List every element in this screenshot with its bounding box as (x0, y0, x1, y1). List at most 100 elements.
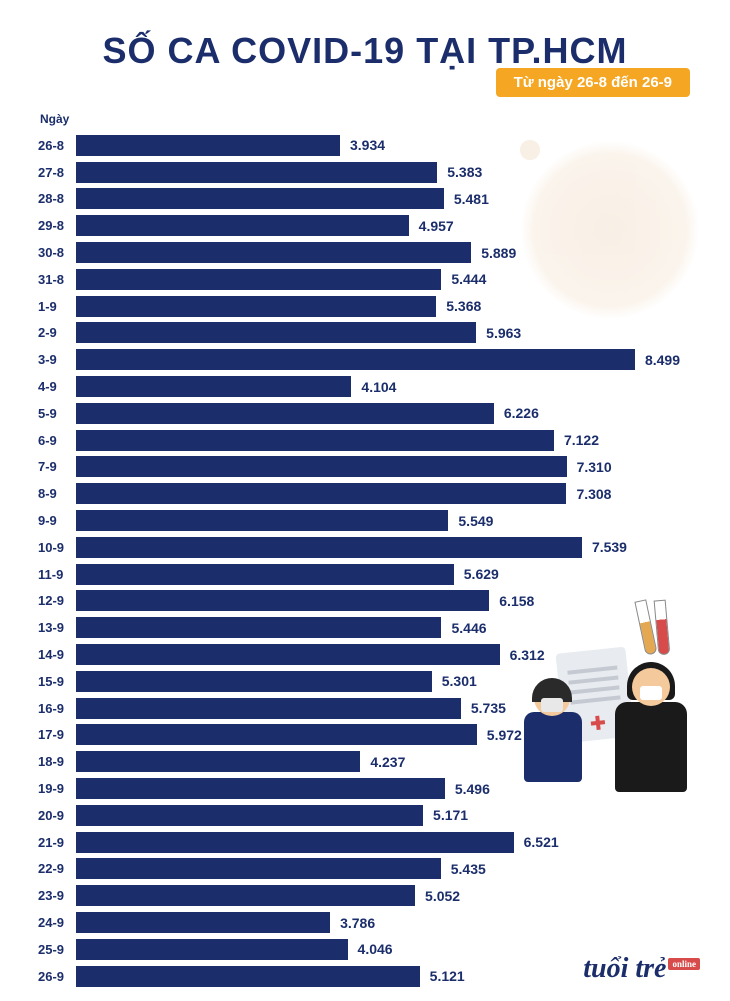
logo-badge: online (668, 958, 700, 970)
bar (76, 966, 420, 987)
bar-row: 1-9 5.368 (38, 293, 680, 320)
bar-row: 3-9 8.499 (38, 346, 680, 373)
date-label: 16-9 (38, 701, 76, 716)
date-label: 24-9 (38, 915, 76, 930)
bar-value: 4.104 (361, 379, 396, 395)
date-label: 19-9 (38, 781, 76, 796)
source-logo: tuổi trẻonline (583, 953, 700, 985)
bar-row: 31-85.444 (38, 266, 680, 293)
bar-value: 5.052 (425, 888, 460, 904)
bar (76, 456, 567, 477)
bar-value: 3.934 (350, 137, 385, 153)
bar-value: 7.308 (576, 486, 611, 502)
bar-value: 5.435 (451, 861, 486, 877)
bar (76, 751, 360, 772)
bar (76, 805, 423, 826)
bar (76, 939, 348, 960)
bar-value: 3.786 (340, 915, 375, 931)
bar-value: 5.889 (481, 245, 516, 261)
date-label: 4-9 (38, 379, 76, 394)
bar (76, 537, 582, 558)
bar-value: 6.312 (510, 647, 545, 663)
bar-value: 7.310 (577, 459, 612, 475)
bar-value: 5.121 (430, 968, 465, 984)
bar (76, 215, 409, 236)
bar-value: 5.368 (446, 298, 481, 314)
bar (76, 135, 340, 156)
date-label: 26-8 (38, 138, 76, 153)
bar (76, 617, 441, 638)
bar (76, 510, 448, 531)
date-label: 22-9 (38, 861, 76, 876)
bar (76, 564, 454, 585)
bar-row: 23-95.052 (38, 882, 680, 909)
bar (76, 322, 476, 343)
bar-value: 5.972 (487, 727, 522, 743)
date-label: 20-9 (38, 808, 76, 823)
bar (76, 269, 441, 290)
bar (76, 832, 514, 853)
bar-row: 27-85.383 (38, 159, 680, 186)
bar-row: 30-8 5.889 (38, 239, 680, 266)
bar (76, 644, 500, 665)
chart-title: SỐ CA COVID-19 TẠI TP.HCM (30, 30, 700, 72)
date-label: 25-9 (38, 942, 76, 957)
y-axis-label: Ngày (40, 112, 700, 126)
bar-value: 5.481 (454, 191, 489, 207)
bar-row: 22-9 5.435 (38, 856, 680, 883)
bar-value: 5.171 (433, 807, 468, 823)
bar (76, 403, 494, 424)
bar-value: 7.122 (564, 432, 599, 448)
bar (76, 162, 437, 183)
date-label: 14-9 (38, 647, 76, 662)
bar-value: 5.735 (471, 700, 506, 716)
bar (76, 376, 351, 397)
bar (76, 483, 566, 504)
bar-row: 7-97.310 (38, 454, 680, 481)
date-label: 31-8 (38, 272, 76, 287)
bar-value: 5.383 (447, 164, 482, 180)
date-range-badge: Từ ngày 26-8 đến 26-9 (496, 68, 690, 97)
bar-row: 17-95.972 (38, 722, 680, 749)
date-label: 30-8 (38, 245, 76, 260)
bar-value: 5.549 (458, 513, 493, 529)
date-label: 10-9 (38, 540, 76, 555)
bar-value: 6.226 (504, 405, 539, 421)
bar-row: 13-95.446 (38, 614, 680, 641)
date-label: 2-9 (38, 325, 76, 340)
bar-value: 5.301 (442, 673, 477, 689)
bar (76, 698, 461, 719)
bar (76, 188, 444, 209)
bar-row: 29-8 4.957 (38, 212, 680, 239)
bar-row: 2-9 5.963 (38, 320, 680, 347)
bar-value: 5.496 (455, 781, 490, 797)
bar (76, 671, 432, 692)
date-label: 9-9 (38, 513, 76, 528)
bar (76, 885, 415, 906)
bar-value: 8.499 (645, 352, 680, 368)
bar-row: 26-8 3.934 (38, 132, 680, 159)
bar-value: 6.521 (524, 834, 559, 850)
bar-value: 5.629 (464, 566, 499, 582)
bar-value: 4.237 (370, 754, 405, 770)
date-label: 3-9 (38, 352, 76, 367)
date-label: 15-9 (38, 674, 76, 689)
bar (76, 778, 445, 799)
bar-row: 14-9 6.312 (38, 641, 680, 668)
date-label: 1-9 (38, 299, 76, 314)
bar-value: 5.963 (486, 325, 521, 341)
bar-row: 20-9 5.171 (38, 802, 680, 829)
bar-row: 21-96.521 (38, 829, 680, 856)
bar (76, 242, 471, 263)
date-label: 18-9 (38, 754, 76, 769)
bar-value: 6.158 (499, 593, 534, 609)
bar (76, 912, 330, 933)
bar-row: 11-9 5.629 (38, 561, 680, 588)
bar (76, 590, 489, 611)
date-label: 29-8 (38, 218, 76, 233)
bar-row: 8-97.308 (38, 480, 680, 507)
date-label: 11-9 (38, 567, 76, 582)
bar-row: 12-96.158 (38, 588, 680, 615)
bar-value: 4.957 (419, 218, 454, 234)
bar-row: 24-9 3.786 (38, 909, 680, 936)
